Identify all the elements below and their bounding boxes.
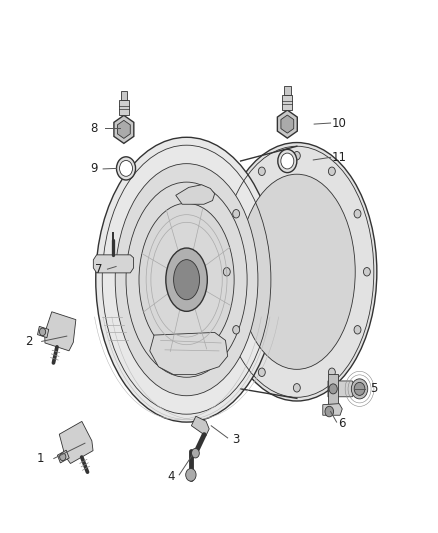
Circle shape (120, 160, 133, 176)
Polygon shape (328, 374, 338, 403)
Circle shape (328, 368, 336, 376)
Circle shape (233, 326, 240, 334)
Ellipse shape (96, 138, 277, 422)
Circle shape (329, 384, 337, 394)
Ellipse shape (191, 448, 199, 458)
Text: 8: 8 (90, 122, 97, 135)
Polygon shape (176, 185, 215, 204)
Ellipse shape (325, 406, 334, 417)
Circle shape (39, 328, 46, 336)
Circle shape (281, 153, 294, 169)
Polygon shape (117, 120, 130, 139)
Circle shape (278, 149, 297, 173)
Polygon shape (191, 416, 209, 436)
Polygon shape (57, 450, 69, 463)
Circle shape (354, 209, 361, 218)
Text: 9: 9 (90, 163, 97, 175)
Text: 5: 5 (370, 382, 378, 395)
Text: 10: 10 (332, 117, 346, 130)
Text: 4: 4 (168, 470, 175, 483)
Ellipse shape (115, 164, 258, 395)
Polygon shape (59, 422, 93, 464)
Bar (283, 95, 292, 110)
Circle shape (258, 368, 265, 376)
Ellipse shape (139, 203, 234, 356)
Circle shape (60, 453, 66, 461)
Circle shape (354, 326, 361, 334)
Ellipse shape (186, 469, 196, 481)
Ellipse shape (173, 260, 200, 300)
Text: 1: 1 (37, 452, 45, 465)
Polygon shape (93, 255, 134, 273)
Circle shape (354, 382, 365, 395)
Circle shape (258, 167, 265, 175)
Text: 2: 2 (25, 335, 32, 348)
Text: 6: 6 (339, 417, 346, 430)
Ellipse shape (166, 248, 207, 311)
Text: 11: 11 (332, 151, 347, 164)
Polygon shape (328, 381, 357, 397)
Circle shape (351, 379, 368, 399)
Polygon shape (45, 312, 76, 351)
Polygon shape (114, 115, 134, 143)
Circle shape (117, 157, 135, 180)
Polygon shape (150, 333, 228, 375)
Polygon shape (277, 110, 297, 138)
Polygon shape (38, 326, 49, 338)
Circle shape (328, 167, 336, 175)
Polygon shape (323, 403, 342, 415)
Ellipse shape (238, 174, 355, 369)
Bar (119, 100, 129, 115)
Circle shape (233, 209, 240, 218)
Ellipse shape (217, 142, 377, 401)
Text: 3: 3 (232, 433, 239, 446)
Text: 7: 7 (95, 263, 102, 276)
Circle shape (223, 268, 230, 276)
Bar (284, 86, 290, 95)
Circle shape (364, 268, 371, 276)
Polygon shape (281, 115, 294, 133)
Circle shape (293, 384, 300, 392)
Bar (120, 91, 127, 100)
Circle shape (293, 151, 300, 160)
